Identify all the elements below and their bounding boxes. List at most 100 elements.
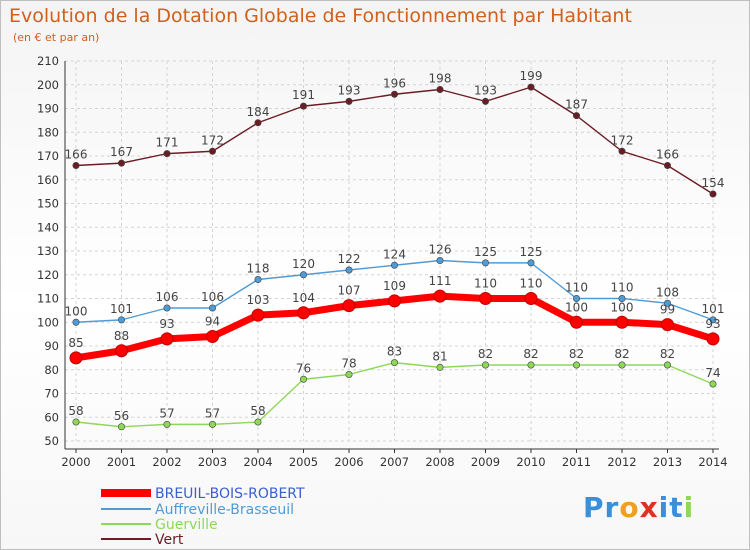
data-label: 120 xyxy=(292,257,315,271)
data-label: 193 xyxy=(474,83,497,97)
data-label: 100 xyxy=(65,304,88,318)
data-point xyxy=(618,147,626,155)
logo-letter: P xyxy=(583,491,605,524)
data-label: 124 xyxy=(383,247,406,261)
data-label: 110 xyxy=(611,281,634,295)
data-label: 154 xyxy=(702,176,725,190)
data-point xyxy=(345,370,353,378)
data-label: 167 xyxy=(110,145,133,159)
data-label: 103 xyxy=(247,293,270,307)
legend-entry: BREUIL-BOIS-ROBERT xyxy=(155,486,305,502)
data-label: 88 xyxy=(114,329,129,343)
data-point xyxy=(72,162,80,170)
data-label: 118 xyxy=(247,262,270,276)
data-label: 57 xyxy=(159,406,174,420)
data-point xyxy=(160,332,174,346)
data-label: 56 xyxy=(114,409,129,423)
x-tick-label: 2003 xyxy=(198,455,227,469)
data-point xyxy=(524,292,538,305)
data-label: 198 xyxy=(429,72,452,86)
data-label: 81 xyxy=(432,349,447,363)
x-tick-label: 2000 xyxy=(61,455,90,469)
data-point xyxy=(436,363,444,371)
data-label: 58 xyxy=(68,404,83,418)
data-point xyxy=(206,330,219,343)
data-label: 82 xyxy=(478,347,493,361)
chart-title: Evolution de la Dotation Globale de Fonc… xyxy=(9,5,632,27)
grid xyxy=(65,60,719,442)
data-label: 85 xyxy=(68,336,83,350)
data-label: 58 xyxy=(250,404,265,418)
x-tick-label: 2005 xyxy=(289,455,318,469)
data-point xyxy=(615,315,629,329)
series-breuil-bois-robert: 85 88 93 94 103 104 107 109 111 110 110 100 100 99 93 xyxy=(68,274,721,365)
data-point xyxy=(297,306,310,320)
x-tick-label: 2004 xyxy=(243,455,272,469)
y-tick-label: 140 xyxy=(37,220,59,234)
x-tick-label: 2010 xyxy=(516,455,545,469)
series-auffreville-brasseuil: 100 101 106 106 118 120 122 124 126 125 125 110 110 1… xyxy=(65,243,724,326)
data-label: 172 xyxy=(611,133,634,147)
data-point xyxy=(299,271,307,279)
series: 166 167 171 172 184 191 193 196 198 193 199 187 172 1… xyxy=(65,69,725,431)
x-tick-label: 2009 xyxy=(471,455,500,469)
axes: 50 60 70 80 90 100 110 120 130 140 150 160 170 180 190… xyxy=(37,54,728,469)
data-label: 83 xyxy=(387,345,402,359)
data-point xyxy=(299,102,307,110)
data-point xyxy=(345,266,353,274)
data-point xyxy=(709,380,717,388)
data-label: 82 xyxy=(569,347,584,361)
data-point xyxy=(345,97,353,105)
y-tick-label: 100 xyxy=(37,315,59,329)
data-label: 100 xyxy=(611,300,634,314)
logo-letter: r xyxy=(604,491,620,524)
data-point xyxy=(618,294,626,302)
data-label: 196 xyxy=(383,76,406,90)
data-point xyxy=(436,86,444,94)
data-label: 122 xyxy=(338,252,361,266)
data-point xyxy=(663,299,671,307)
legend-entry: Vert xyxy=(155,532,184,548)
data-label: 82 xyxy=(523,347,538,361)
data-label: 110 xyxy=(565,281,588,295)
legend: BREUIL-BOIS-ROBERTAuffreville-BrasseuilG… xyxy=(101,486,305,548)
y-tick-label: 110 xyxy=(37,292,59,306)
data-point xyxy=(527,361,535,369)
data-label: 74 xyxy=(705,366,720,380)
data-point xyxy=(69,351,83,365)
y-tick-label: 80 xyxy=(44,363,59,377)
data-point xyxy=(251,308,265,322)
logo-letter: o xyxy=(619,491,640,524)
logo-letter: t xyxy=(669,491,684,524)
data-label: 106 xyxy=(156,290,179,304)
x-tick-label: 2008 xyxy=(425,455,454,469)
data-label: 111 xyxy=(429,274,452,288)
data-point xyxy=(709,316,717,324)
data-label: 184 xyxy=(247,105,270,119)
data-point xyxy=(527,259,535,267)
data-label: 166 xyxy=(656,148,679,162)
data-point xyxy=(390,90,398,98)
data-label: 193 xyxy=(338,83,361,97)
data-label: 108 xyxy=(656,285,679,299)
data-point xyxy=(118,423,126,431)
data-point xyxy=(661,318,674,332)
data-point xyxy=(209,420,217,428)
data-label: 93 xyxy=(159,317,174,331)
data-point xyxy=(163,150,171,158)
x-tick-label: 2006 xyxy=(334,455,363,469)
data-point xyxy=(479,292,492,305)
data-point xyxy=(572,361,580,369)
data-point xyxy=(254,418,262,426)
y-tick-label: 150 xyxy=(37,197,59,211)
data-label: 106 xyxy=(201,290,224,304)
data-point xyxy=(299,375,307,383)
data-point xyxy=(706,332,720,346)
y-tick-label: 160 xyxy=(37,173,59,187)
data-point xyxy=(342,299,356,313)
data-label: 125 xyxy=(520,245,543,259)
data-point xyxy=(709,190,717,198)
data-label: 94 xyxy=(205,315,220,329)
data-label: 107 xyxy=(338,284,361,298)
